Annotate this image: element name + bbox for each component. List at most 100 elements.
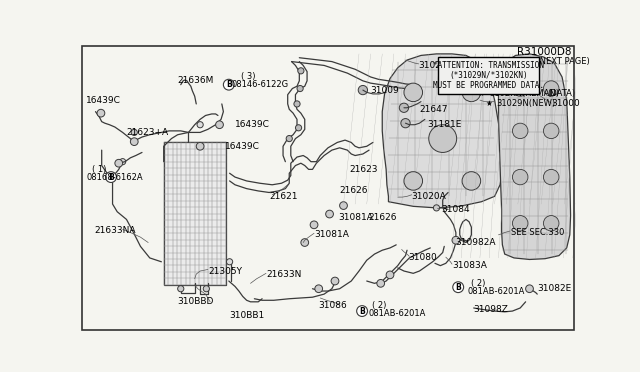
- Text: ( 2): ( 2): [472, 279, 486, 288]
- Bar: [438, 57, 539, 94]
- Circle shape: [315, 285, 323, 293]
- Text: 21633NA: 21633NA: [94, 227, 136, 235]
- Circle shape: [297, 86, 303, 92]
- Text: 31098Z: 31098Z: [474, 305, 509, 314]
- Polygon shape: [382, 54, 502, 208]
- Circle shape: [131, 138, 138, 145]
- Text: 16439C: 16439C: [86, 96, 121, 105]
- Circle shape: [513, 81, 528, 96]
- Bar: [164, 142, 226, 285]
- Circle shape: [196, 142, 204, 150]
- Text: 310BBD: 310BBD: [177, 297, 213, 306]
- Text: 08168-6162A: 08168-6162A: [86, 173, 143, 182]
- Text: 31082E: 31082E: [537, 284, 572, 293]
- Text: 31009: 31009: [370, 86, 399, 94]
- Text: (DATA): (DATA): [547, 89, 575, 99]
- Text: 31081A: 31081A: [314, 230, 349, 239]
- Circle shape: [294, 101, 300, 107]
- Text: 21626: 21626: [368, 213, 397, 222]
- Circle shape: [462, 172, 481, 190]
- Text: 21626: 21626: [340, 186, 368, 195]
- Text: B: B: [455, 283, 461, 292]
- Circle shape: [106, 172, 116, 183]
- Circle shape: [340, 202, 348, 209]
- Circle shape: [227, 259, 233, 265]
- Circle shape: [178, 286, 184, 292]
- Circle shape: [543, 169, 559, 185]
- Text: ★: ★: [477, 89, 484, 99]
- Circle shape: [296, 125, 301, 131]
- Circle shape: [223, 79, 234, 90]
- Text: 21647: 21647: [419, 105, 448, 114]
- Circle shape: [404, 83, 422, 102]
- Circle shape: [216, 121, 223, 129]
- Circle shape: [513, 169, 528, 185]
- Circle shape: [331, 277, 339, 285]
- Text: SEE SEC.330: SEE SEC.330: [511, 228, 564, 237]
- Text: ★: ★: [485, 99, 492, 108]
- Text: 31029N(NEW): 31029N(NEW): [496, 99, 556, 108]
- Circle shape: [399, 103, 408, 112]
- Circle shape: [204, 286, 209, 292]
- Circle shape: [310, 221, 318, 229]
- Text: 31000: 31000: [551, 99, 580, 108]
- Polygon shape: [499, 54, 571, 260]
- Circle shape: [326, 210, 333, 218]
- Text: 21636M: 21636M: [177, 76, 213, 85]
- Text: ( 2): ( 2): [372, 301, 387, 310]
- Text: 31083A: 31083A: [452, 261, 487, 270]
- Circle shape: [452, 282, 463, 293]
- Circle shape: [462, 83, 481, 102]
- Text: ( 1): ( 1): [92, 165, 107, 174]
- Text: B: B: [226, 80, 232, 89]
- Circle shape: [298, 68, 304, 74]
- Text: *ATTENTION: TRANSMISSION
(*31029N/*3102KN)
MUST BE PROGRAMMED DATA.: *ATTENTION: TRANSMISSION (*31029N/*3102K…: [433, 61, 544, 90]
- Text: 21623: 21623: [349, 165, 378, 174]
- Circle shape: [115, 159, 123, 167]
- Circle shape: [97, 109, 105, 117]
- Circle shape: [433, 205, 440, 211]
- Circle shape: [401, 119, 410, 128]
- Circle shape: [286, 135, 292, 142]
- Text: 31084: 31084: [441, 205, 470, 214]
- Circle shape: [543, 216, 559, 231]
- Circle shape: [356, 306, 367, 317]
- Text: 310BB1: 310BB1: [229, 311, 264, 320]
- Circle shape: [358, 86, 367, 95]
- Text: 310982A: 310982A: [455, 238, 495, 247]
- Text: 31181E: 31181E: [428, 120, 461, 129]
- Text: 08146-6122G: 08146-6122G: [231, 80, 288, 89]
- Text: 31086: 31086: [319, 301, 348, 310]
- Text: B: B: [108, 173, 114, 182]
- Circle shape: [543, 123, 559, 139]
- Circle shape: [513, 123, 528, 139]
- Text: 31020A: 31020A: [412, 192, 447, 201]
- Text: 3102KN(REMAN): 3102KN(REMAN): [489, 89, 559, 99]
- Circle shape: [120, 158, 125, 165]
- Text: 16439C: 16439C: [225, 142, 260, 151]
- Text: B: B: [359, 307, 365, 315]
- Text: 31020A: 31020A: [418, 61, 452, 70]
- Text: (2WD: NEXT PAGE): (2WD: NEXT PAGE): [511, 57, 589, 66]
- Circle shape: [131, 129, 138, 135]
- Circle shape: [513, 216, 528, 231]
- Text: 21305Y: 21305Y: [209, 266, 243, 276]
- Circle shape: [197, 122, 204, 128]
- Circle shape: [404, 172, 422, 190]
- Text: ( 3): ( 3): [241, 73, 256, 81]
- Text: 081AB-6201A: 081AB-6201A: [467, 286, 525, 295]
- Circle shape: [452, 236, 460, 244]
- Text: 21623+A: 21623+A: [127, 128, 168, 137]
- Circle shape: [377, 279, 385, 287]
- Text: 081AB-6201A: 081AB-6201A: [368, 309, 426, 318]
- Text: R31000D8: R31000D8: [517, 47, 572, 57]
- Circle shape: [429, 125, 457, 153]
- Circle shape: [525, 285, 533, 293]
- Circle shape: [386, 271, 394, 279]
- Text: 16439C: 16439C: [235, 120, 270, 129]
- Text: 21621: 21621: [269, 192, 298, 201]
- Text: 21633N: 21633N: [266, 270, 301, 279]
- Circle shape: [543, 81, 559, 96]
- Circle shape: [301, 239, 308, 246]
- Text: 31081A: 31081A: [338, 213, 373, 222]
